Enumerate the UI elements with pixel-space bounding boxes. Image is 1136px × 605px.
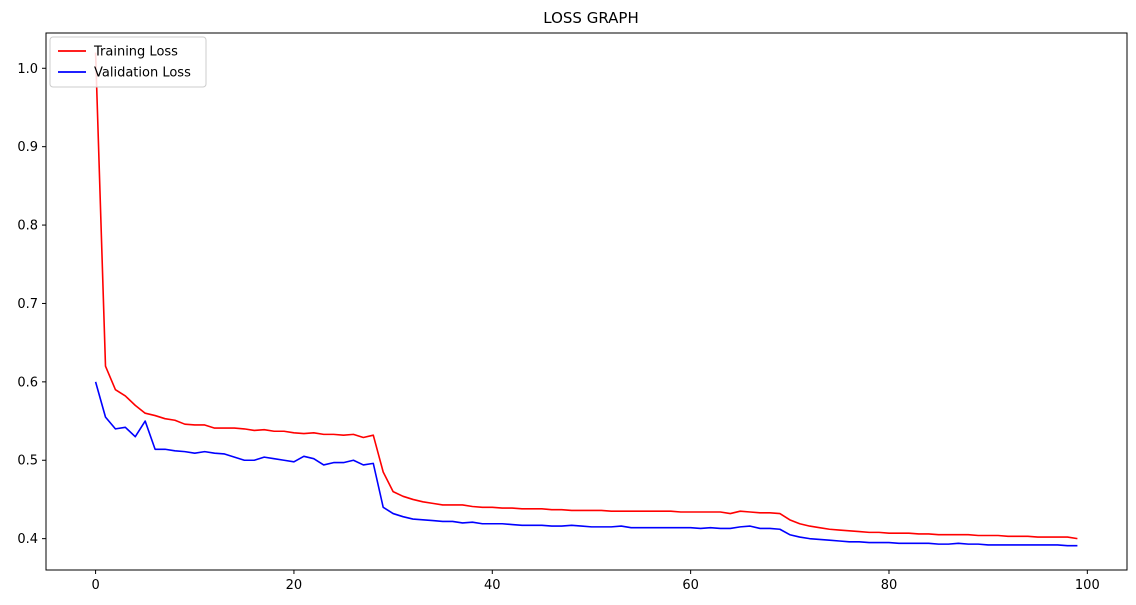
x-tick-label: 80 [881, 578, 898, 593]
plot-area [94, 52, 1078, 547]
x-tick-label: 100 [1075, 578, 1100, 593]
x-tick-label: 60 [682, 578, 699, 593]
y-tick-label: 0.4 [17, 532, 38, 547]
y-tick-label: 0.7 [17, 297, 38, 312]
x-tick-label: 0 [91, 578, 99, 593]
axes-frame [45, 32, 1128, 571]
y-tick-label: 0.5 [17, 454, 38, 469]
legend-label: Validation Loss [94, 66, 191, 81]
legend-label: Training Loss [93, 45, 178, 60]
series-line-training-loss [94, 52, 1078, 540]
y-tick-label: 1.0 [17, 62, 38, 77]
y-tick-label: 0.6 [17, 375, 38, 390]
y-tick-label: 0.8 [17, 219, 38, 234]
series-line-validation-loss [94, 381, 1078, 547]
y-tick-label: 0.9 [17, 140, 38, 155]
x-tick-label: 40 [484, 578, 501, 593]
x-tick-label: 20 [286, 578, 303, 593]
axes: 0 20 40 60 80 100 0.4 0.5 0.6 0.7 0.8 0.9 1.0 [17, 32, 1128, 593]
legend: Training Loss Validation Loss [49, 36, 207, 88]
chart-title: LOSS GRAPH [543, 9, 638, 27]
legend-box [49, 36, 207, 88]
